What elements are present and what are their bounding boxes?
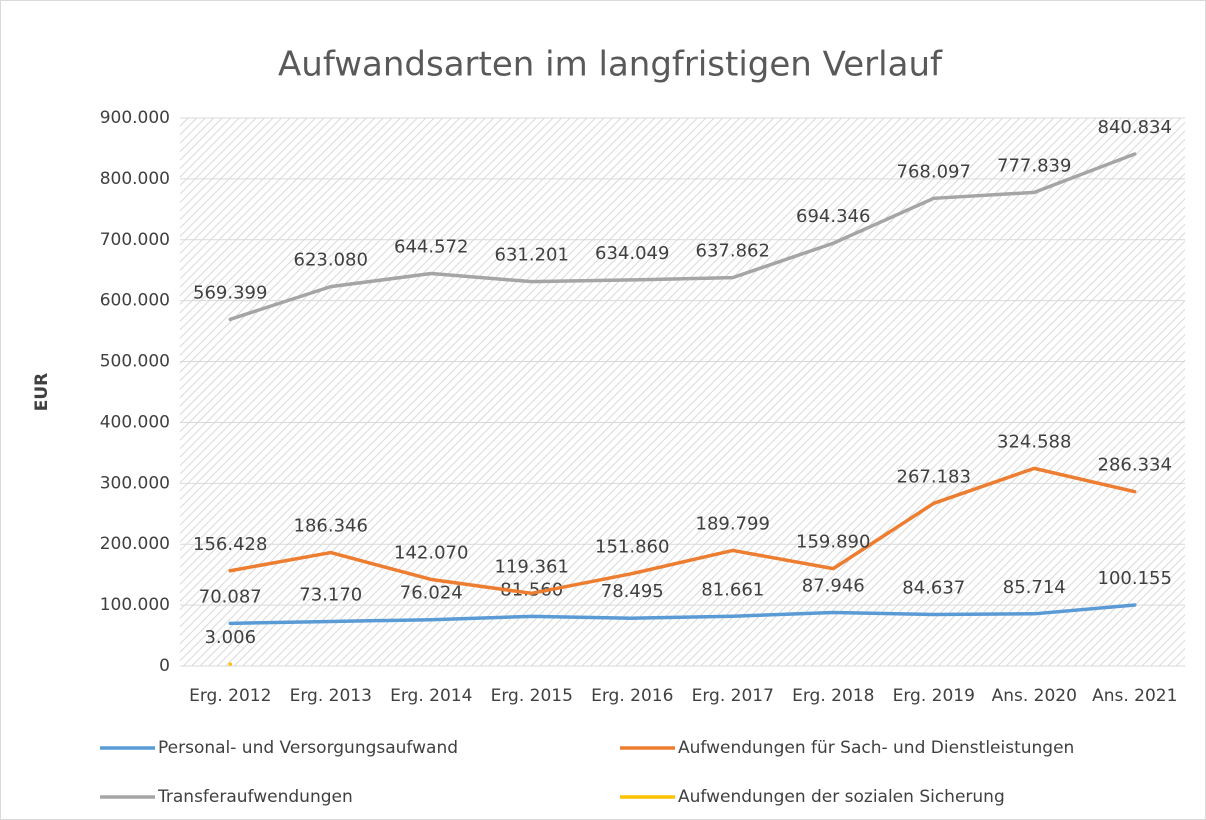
x-tick-label: Erg. 2012	[189, 686, 271, 706]
y-tick-label: 600.000	[100, 291, 170, 311]
value-label: 81.661	[701, 579, 764, 600]
y-tick-label: 800.000	[100, 169, 170, 189]
x-tick-label: Erg. 2015	[491, 686, 573, 706]
x-tick-label: Erg. 2018	[792, 686, 874, 706]
value-label: 100.155	[1098, 568, 1172, 589]
value-label: 186.346	[294, 516, 368, 537]
value-label: 119.361	[495, 556, 569, 577]
y-tick-label: 0	[159, 656, 170, 676]
value-label: 324.588	[997, 431, 1071, 452]
y-axis-label: EUR	[32, 373, 52, 412]
legend-label: Transferaufwendungen	[157, 787, 353, 807]
value-label: 87.946	[802, 575, 865, 596]
value-label: 634.049	[595, 243, 669, 264]
y-tick-label: 500.000	[100, 352, 170, 372]
value-label: 70.087	[199, 586, 262, 607]
value-label: 156.428	[193, 534, 267, 555]
x-tick-label: Erg. 2019	[893, 686, 975, 706]
x-tick-label: Erg. 2013	[290, 686, 372, 706]
value-label: 151.860	[595, 537, 669, 558]
value-label: 159.890	[796, 532, 870, 553]
value-label: 569.399	[193, 282, 267, 303]
y-tick-label: 400.000	[100, 412, 170, 432]
x-tick-label: Erg. 2014	[390, 686, 472, 706]
series-line	[228, 152, 1137, 322]
value-label: 142.070	[394, 542, 468, 563]
plot-area	[180, 118, 1185, 666]
value-label: 777.839	[997, 155, 1071, 176]
y-tick-label: 100.000	[100, 595, 170, 615]
value-label: 84.637	[902, 577, 965, 598]
value-label: 286.334	[1098, 455, 1172, 476]
chart-title: Aufwandsarten im langfristigen Verlauf	[278, 45, 943, 85]
x-tick-label: Ans. 2020	[992, 686, 1077, 706]
value-label: 189.799	[696, 513, 770, 534]
value-label: 623.080	[294, 250, 368, 271]
x-tick-label: Erg. 2016	[591, 686, 673, 706]
value-label: 631.201	[495, 245, 569, 266]
value-label: 3.006	[204, 627, 256, 648]
value-label: 644.572	[394, 237, 468, 258]
value-label: 73.170	[299, 584, 362, 605]
legend-label: Personal- und Versorgungsaufwand	[158, 738, 458, 758]
value-label: 694.346	[796, 206, 870, 227]
value-label: 768.097	[897, 161, 971, 182]
x-tick-label: Ans. 2021	[1092, 686, 1177, 706]
series-line	[228, 466, 1137, 596]
value-label: 85.714	[1003, 577, 1066, 598]
value-label: 840.834	[1098, 117, 1172, 138]
value-label: 78.495	[601, 581, 664, 602]
x-tick-label: Erg. 2017	[692, 686, 774, 706]
value-label: 637.862	[696, 241, 770, 262]
y-tick-label: 700.000	[100, 230, 170, 250]
y-tick-label: 300.000	[100, 473, 170, 493]
value-label: 267.183	[897, 466, 971, 487]
y-tick-label: 200.000	[100, 534, 170, 554]
value-label: 81.560	[500, 579, 563, 600]
series-line	[228, 603, 1137, 626]
legend-label: Aufwendungen der sozialen Sicherung	[678, 787, 1005, 807]
value-label: 76.024	[400, 583, 463, 604]
legend-label: Aufwendungen für Sach- und Dienstleistun…	[678, 738, 1074, 758]
y-tick-label: 900.000	[100, 108, 170, 128]
